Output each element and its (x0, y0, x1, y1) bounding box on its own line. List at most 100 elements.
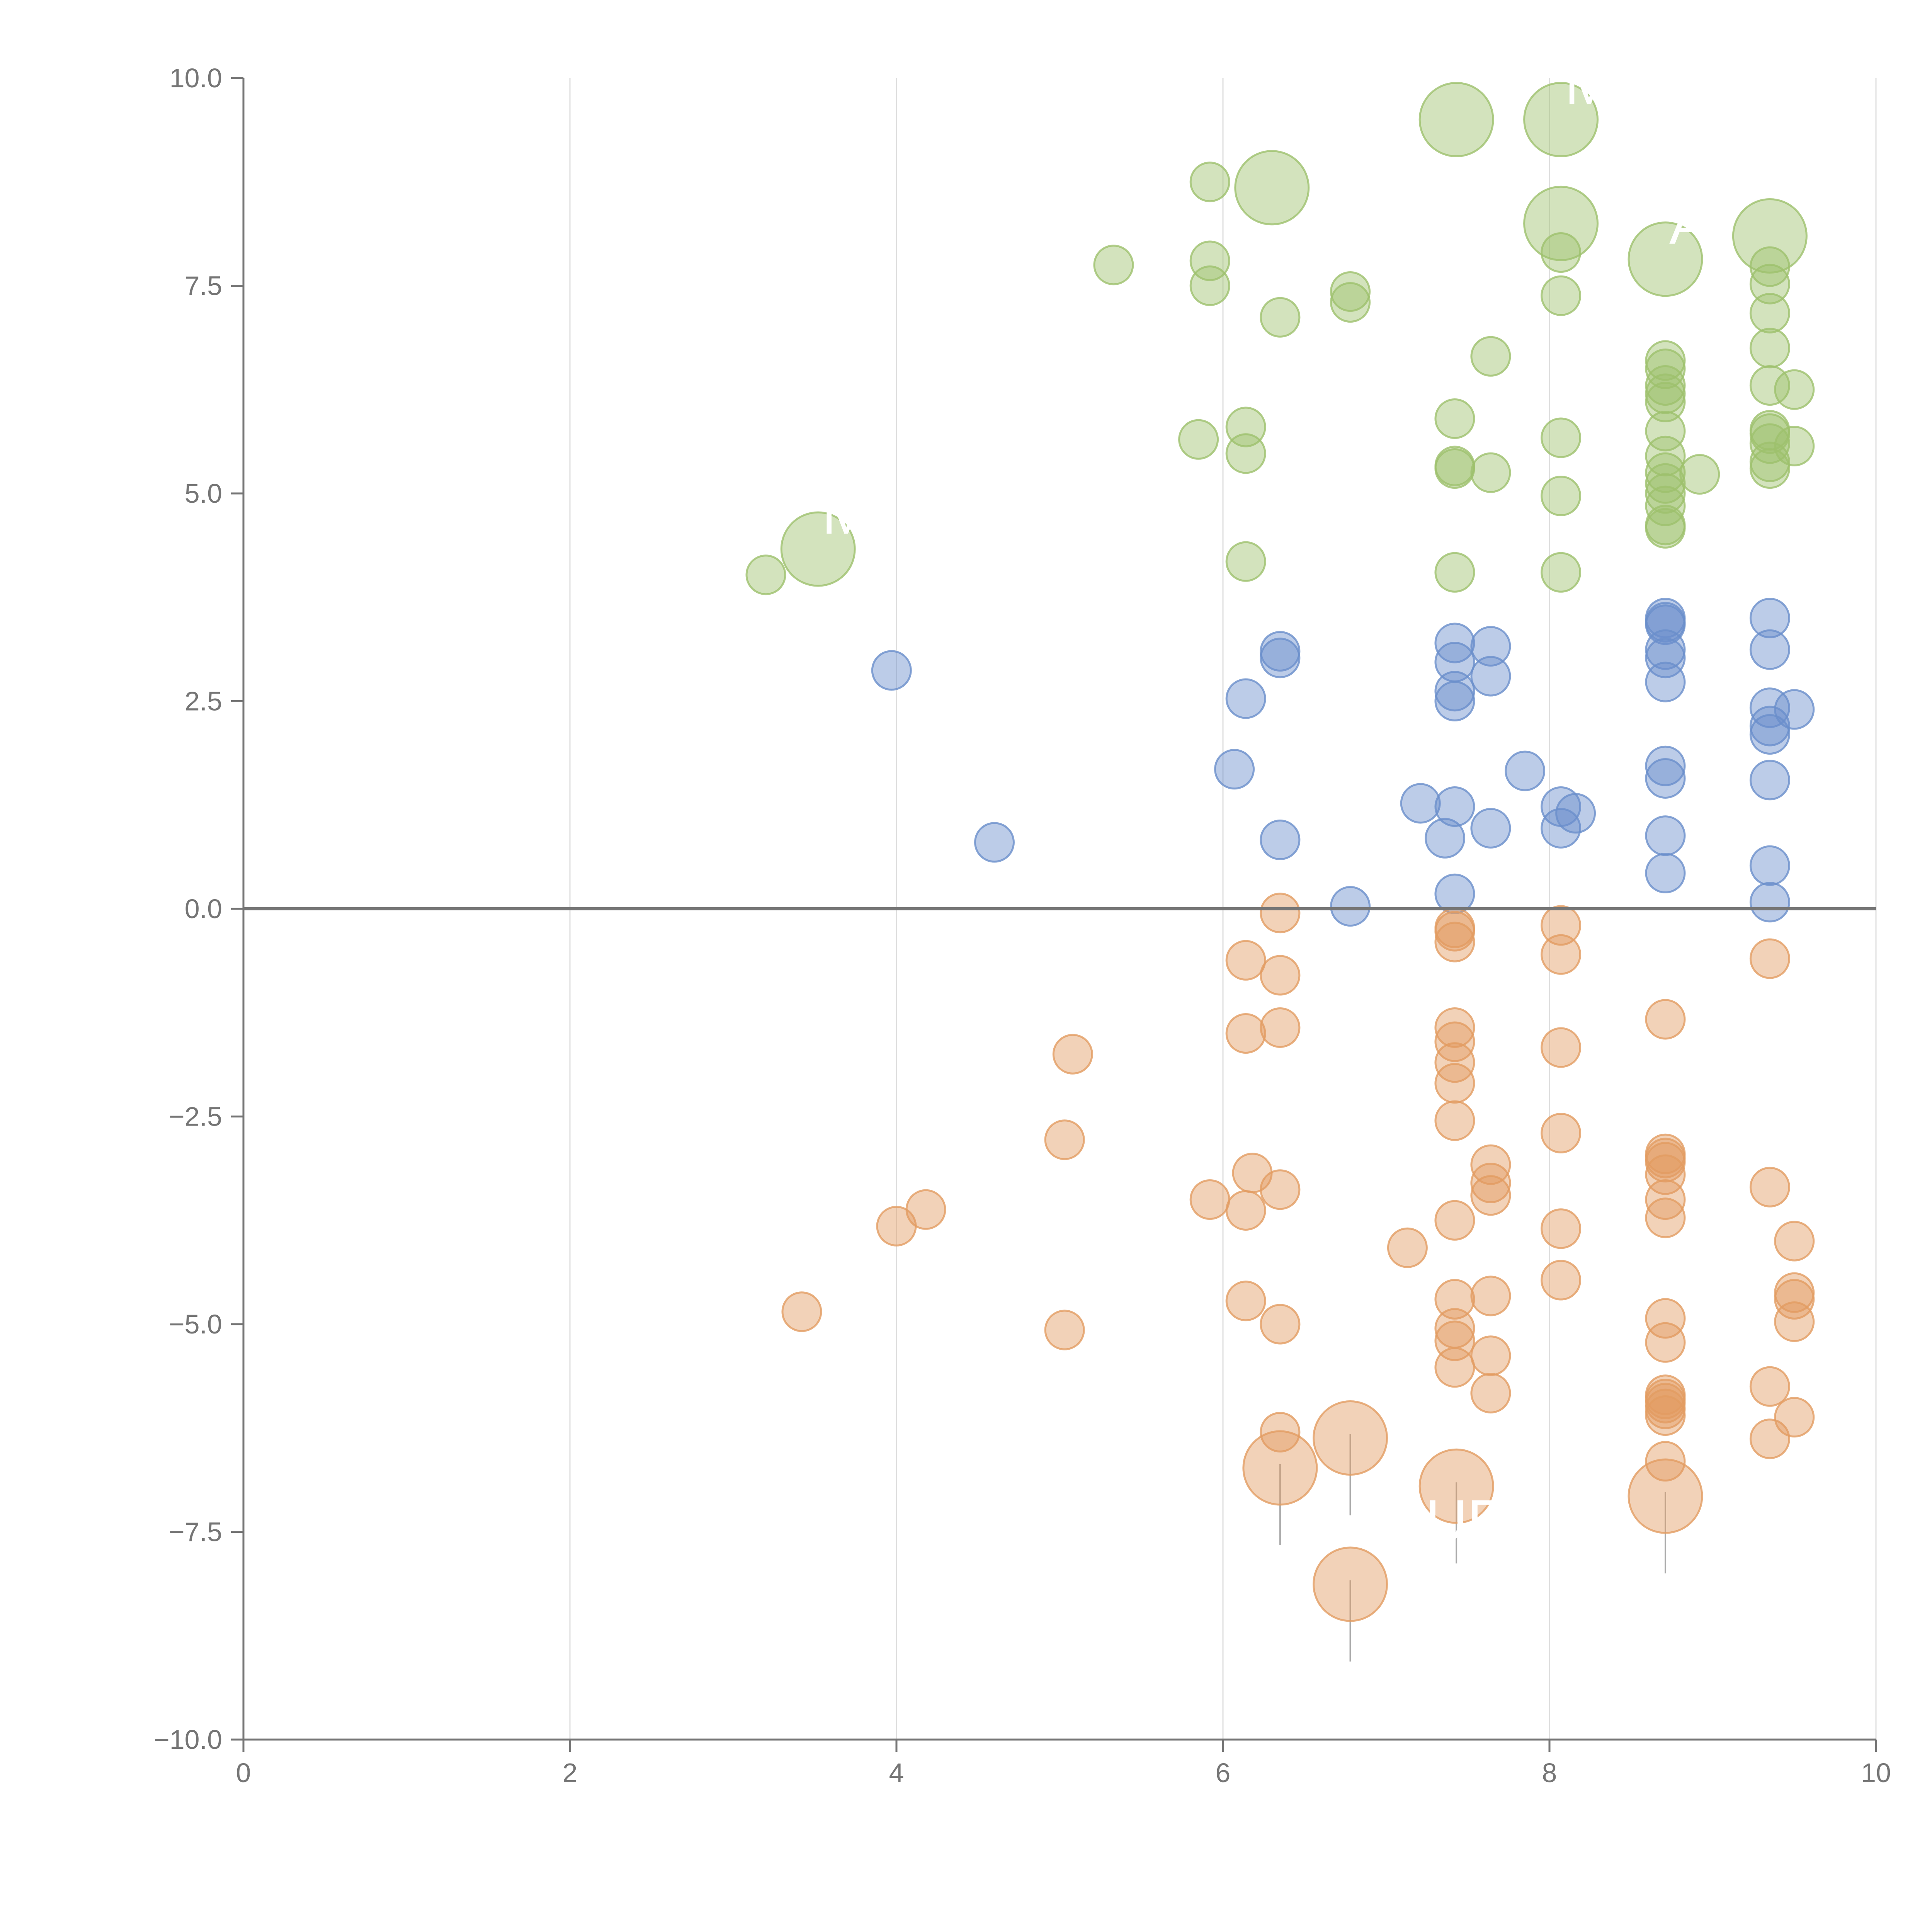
data-point-green (1774, 425, 1815, 466)
data-point-blue (1434, 873, 1475, 914)
data-point-orange (1470, 1144, 1511, 1185)
data-point-orange (1470, 1335, 1511, 1376)
y-tick-label: 10.0 (170, 63, 222, 93)
x-tick-label: 4 (889, 1758, 904, 1788)
data-point-orange (1645, 1322, 1686, 1363)
y-tick-label: −5.0 (169, 1309, 222, 1339)
data-point-green (1470, 336, 1511, 377)
data-point-orange (1260, 1007, 1301, 1048)
data-point-green (1093, 245, 1134, 286)
data-point-green (1645, 508, 1686, 549)
data-point-green (1225, 541, 1266, 582)
data-point-blue (1434, 681, 1475, 721)
data-point-orange (1774, 1221, 1815, 1262)
bubble-green (1628, 221, 1703, 297)
data-point-blue (1225, 678, 1266, 719)
data-point-green (1470, 452, 1511, 493)
data-point-green (1189, 162, 1230, 202)
bubble-green (1418, 82, 1494, 157)
data-point-orange (1225, 940, 1266, 981)
data-point-orange (1434, 1042, 1475, 1083)
data-point-orange (1470, 1276, 1511, 1316)
data-point-orange (1774, 1279, 1815, 1320)
data-point-orange (1260, 1412, 1301, 1452)
data-point-green (1645, 365, 1686, 406)
data-point-blue (1774, 689, 1815, 730)
data-point-green (1774, 369, 1815, 410)
data-point-orange (1434, 1200, 1475, 1241)
data-point-blue (1749, 706, 1790, 747)
x-tick-label: 6 (1216, 1758, 1231, 1788)
data-point-orange (1541, 905, 1582, 946)
data-point-blue (1505, 750, 1546, 791)
data-point-orange (1645, 999, 1686, 1040)
data-point-green (1178, 419, 1219, 460)
data-point-orange (905, 1189, 946, 1230)
data-point-orange (1052, 1034, 1093, 1075)
data-point-blue (1749, 760, 1790, 801)
data-point-orange (1260, 1304, 1301, 1345)
y-tick-label: 0.0 (185, 894, 222, 924)
data-point-orange (1434, 1007, 1475, 1048)
data-point-blue (1330, 886, 1371, 927)
data-point-orange (1434, 1021, 1475, 1062)
data-point-orange (1774, 1397, 1815, 1438)
bubble-green (1732, 198, 1808, 274)
data-point-orange (1470, 1372, 1511, 1413)
data-point-orange (1225, 1013, 1266, 1054)
data-point-green (1645, 463, 1686, 504)
y-tick-label: 7.5 (185, 271, 222, 301)
data-point-blue (1214, 749, 1255, 790)
data-point-blue (1645, 604, 1686, 645)
data-point-green (1189, 265, 1230, 306)
data-point-green (1679, 454, 1720, 495)
bubble-green (780, 511, 856, 587)
data-point-orange (1541, 934, 1582, 975)
data-point-green (1749, 413, 1790, 454)
x-tick-label: 8 (1542, 1758, 1557, 1788)
data-point-blue (1434, 786, 1475, 827)
data-point-blue (1749, 714, 1790, 755)
data-point-orange (1645, 1154, 1686, 1195)
data-point-green (1749, 264, 1790, 304)
data-point-orange (1645, 1298, 1686, 1339)
bubble-orange (1242, 1430, 1318, 1506)
bubble-label: A (1669, 191, 1708, 256)
data-point-blue (1645, 638, 1686, 679)
data-point-green (1749, 293, 1790, 333)
data-point-orange (781, 1291, 822, 1332)
data-point-orange (1749, 1167, 1790, 1208)
data-point-orange (1387, 1227, 1428, 1268)
data-point-blue (1749, 845, 1790, 886)
data-point-green (1645, 373, 1686, 414)
data-point-blue (1470, 656, 1511, 697)
data-point-orange (1189, 1179, 1230, 1220)
data-point-orange (1044, 1310, 1085, 1350)
y-tick-label: −7.5 (169, 1517, 222, 1547)
data-point-orange (1645, 1197, 1686, 1238)
data-point-blue (1645, 853, 1686, 894)
data-point-blue (1470, 626, 1511, 667)
data-point-green (1645, 382, 1686, 422)
data-point-green (1434, 552, 1475, 593)
axes: 0 2 4 6 8 10 10.0 7.5 5.0 2.5 0.0 −2.5 −5.0 −7.5 −10.0 (154, 63, 1891, 1788)
data-point-orange (1225, 1190, 1266, 1231)
data-point-orange (1434, 922, 1475, 963)
data-point-green (1434, 398, 1475, 439)
y-tick-label: −10.0 (154, 1725, 222, 1755)
data-point-orange (1470, 1175, 1511, 1216)
data-point-blue (974, 822, 1015, 863)
data-point-green (1330, 271, 1371, 312)
bubble-orange (1628, 1458, 1703, 1534)
data-point-blue (1645, 758, 1686, 799)
x-tick-label: 0 (236, 1758, 251, 1788)
data-point-orange (1774, 1301, 1815, 1342)
data-point-blue (1645, 662, 1686, 702)
data-point-orange (1541, 1113, 1582, 1153)
data-point-orange (1434, 1063, 1475, 1104)
data-point-blue (1645, 815, 1686, 856)
data-point-green (1189, 240, 1230, 281)
data-point-orange (1645, 1142, 1686, 1183)
data-point-blue (1645, 745, 1686, 786)
